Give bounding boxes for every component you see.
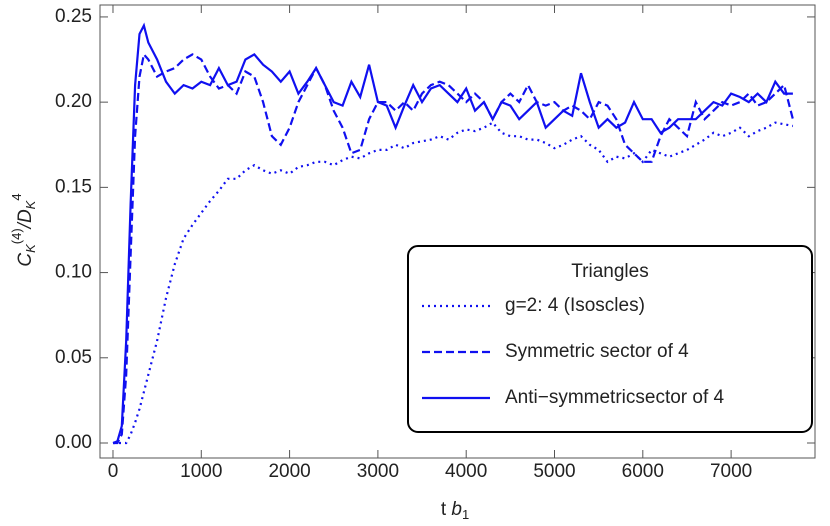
- x-tick-label: 4000: [445, 461, 487, 482]
- x-tick-label: 6000: [622, 461, 664, 482]
- y-label-part: K: [23, 243, 38, 253]
- x-tick-label: 5000: [533, 461, 575, 482]
- x-tick-label: 1000: [180, 461, 222, 482]
- y-axis-label: CK(4)/DK4: [9, 193, 38, 266]
- y-label-part: 4: [9, 193, 24, 200]
- x-tick-label: 3000: [357, 461, 399, 482]
- y-tick-label: 0.15: [55, 176, 92, 197]
- y-label-part: /D: [15, 209, 36, 230]
- series-line: [113, 51, 794, 445]
- x-tick-label: 0: [108, 461, 119, 482]
- legend-title: Triangles: [571, 261, 648, 282]
- x-label-part: t: [441, 499, 452, 520]
- x-tick-label: 2000: [268, 461, 310, 482]
- x-axis-label: t b1: [441, 499, 469, 522]
- legend-label: Symmetric sector of 4: [505, 341, 689, 362]
- legend-box: [407, 245, 813, 433]
- x-label-part: 1: [462, 507, 469, 522]
- y-tick-label: 0.25: [55, 6, 92, 27]
- legend-label: Anti−symmetricsector of 4: [505, 387, 725, 408]
- legend-label: g=2: 4 (Isoscles): [505, 295, 645, 316]
- y-tick-label: 0.10: [55, 262, 92, 283]
- y-label-part: K: [23, 199, 38, 209]
- y-tick-label: 0.05: [55, 347, 92, 368]
- x-label-part: b: [451, 499, 462, 520]
- x-tick-label: 7000: [710, 461, 752, 482]
- y-tick-label: 0.00: [55, 432, 92, 453]
- y-tick-label: 0.20: [55, 91, 92, 112]
- series-line: [112, 22, 793, 445]
- plot-frame: [99, 4, 816, 459]
- y-label-part: (4): [9, 228, 24, 244]
- y-label-part: C: [15, 253, 36, 267]
